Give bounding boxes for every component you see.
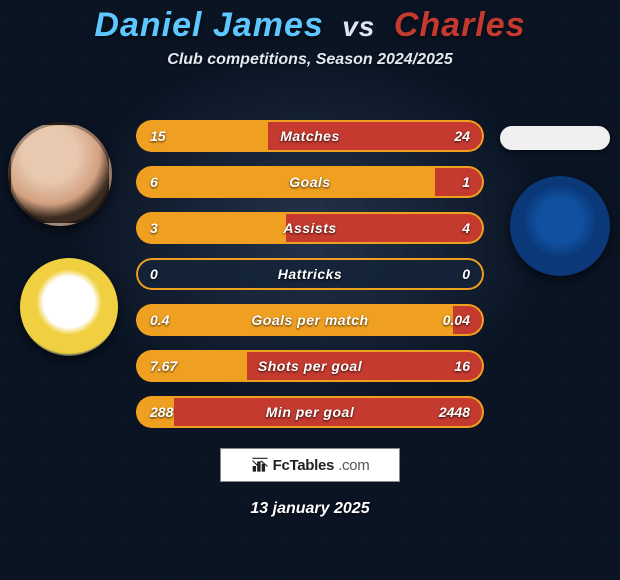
chart-icon <box>251 456 269 474</box>
subtitle: Club competitions, Season 2024/2025 <box>0 51 620 69</box>
stat-row: 7.67Shots per goal16 <box>136 350 484 382</box>
player1-name: Daniel James <box>94 6 323 44</box>
stat-row: 6Goals1 <box>136 166 484 198</box>
player1-avatar <box>8 122 112 226</box>
stat-value-right: 0 <box>430 266 470 282</box>
stat-row: 288Min per goal2448 <box>136 396 484 428</box>
stat-value-right: 24 <box>430 128 470 144</box>
site-logo: FcTables.com <box>220 448 400 482</box>
date-text: 13 january 2025 <box>0 500 620 518</box>
logo-brand: FcTables <box>273 457 335 474</box>
stat-row: 0.4Goals per match0.04 <box>136 304 484 336</box>
stat-row: 3Assists4 <box>136 212 484 244</box>
comparison-card: Daniel James vs Charles Club competition… <box>0 0 620 580</box>
stat-value-right: 16 <box>430 358 470 374</box>
player2-avatar-placeholder <box>500 126 610 150</box>
player1-club-badge <box>20 258 118 356</box>
player2-name: Charles <box>394 6 526 44</box>
stat-row: 15Matches24 <box>136 120 484 152</box>
stat-row: 0Hattricks0 <box>136 258 484 290</box>
stat-bars: 15Matches24 6Goals1 3Assists4 0Hattricks0 0.… <box>136 120 484 442</box>
title: Daniel James vs Charles <box>0 0 620 45</box>
vs-text: vs <box>342 11 375 42</box>
stat-value-right: 4 <box>430 220 470 236</box>
logo-domain: .com <box>338 457 369 474</box>
stat-value-right: 1 <box>430 174 470 190</box>
stat-value-right: 0.04 <box>430 312 470 328</box>
player2-club-badge <box>510 176 610 276</box>
stat-value-right: 2448 <box>430 404 470 420</box>
